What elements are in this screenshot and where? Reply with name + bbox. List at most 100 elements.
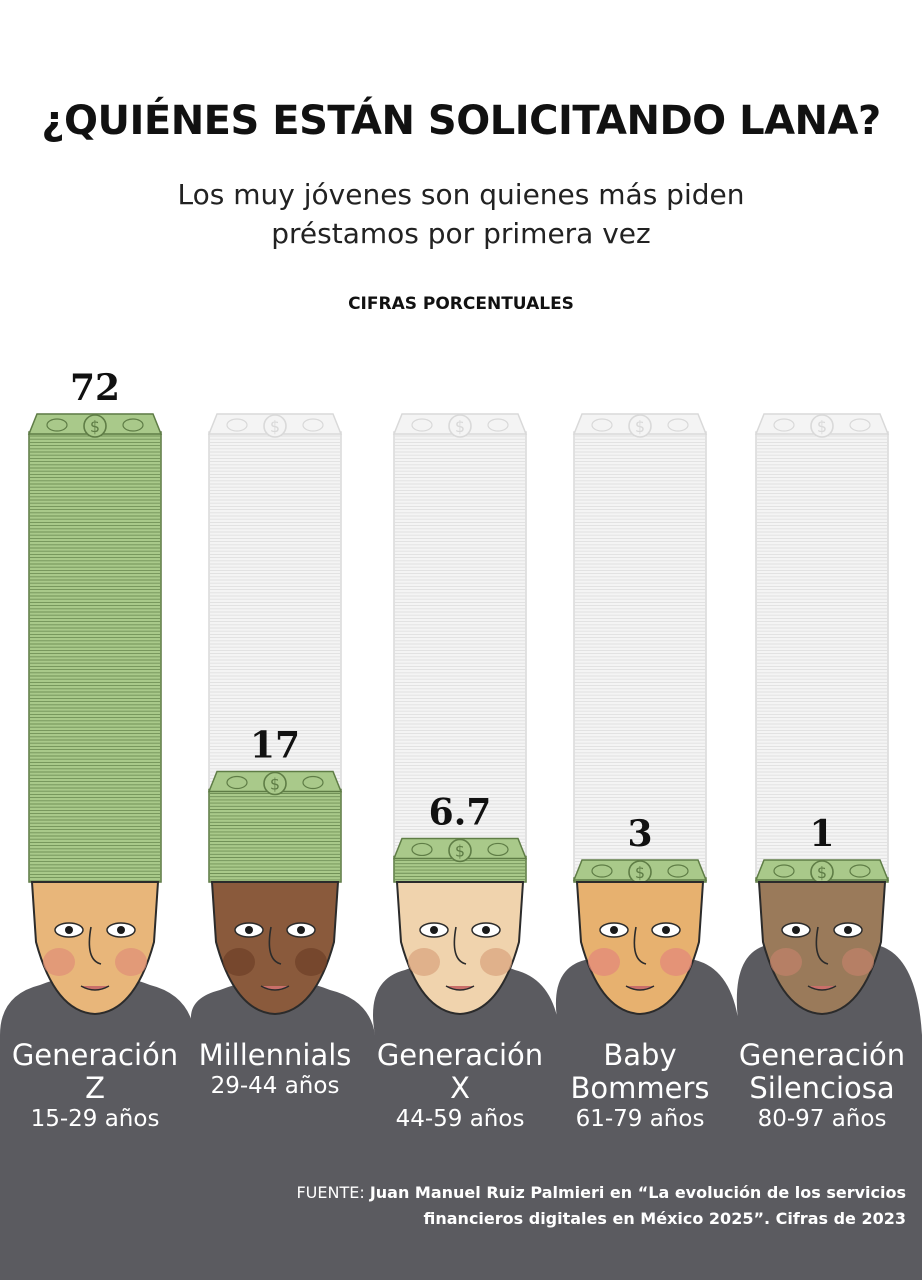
face-cheek xyxy=(588,948,620,976)
category-age: 29-44 años xyxy=(211,1073,340,1099)
face-cheek xyxy=(115,948,147,976)
bill-ornament xyxy=(591,418,613,432)
ghost-stack: $ xyxy=(392,413,528,883)
money-stack: $ xyxy=(392,837,528,883)
category-name: Generación xyxy=(377,1038,543,1072)
bill-ornament xyxy=(591,864,613,878)
face-pupil xyxy=(297,926,305,934)
value-label: 72 xyxy=(70,367,120,409)
money-stack: $ xyxy=(27,413,163,883)
category-age: 61-79 años xyxy=(576,1106,705,1132)
value-label: 6.7 xyxy=(429,791,492,833)
face-mouth xyxy=(260,985,290,991)
dollar-sign: $ xyxy=(455,841,465,860)
face-mouth xyxy=(80,985,110,991)
face-cheek xyxy=(295,948,327,976)
face-nose xyxy=(633,926,647,965)
face-pupil xyxy=(65,926,73,934)
ghost-stack: $ xyxy=(754,413,890,883)
dollar-sign: $ xyxy=(817,863,827,882)
face-cheek xyxy=(660,948,692,976)
dollar-sign: $ xyxy=(270,775,280,794)
bill-seal xyxy=(448,414,472,438)
dollar-sign: $ xyxy=(270,417,280,436)
face-cheek xyxy=(43,948,75,976)
face-cheek xyxy=(842,948,874,976)
bill-seal xyxy=(83,414,107,438)
face-head xyxy=(395,881,525,1016)
stack-body xyxy=(208,788,342,883)
money-stack: $ xyxy=(207,770,343,883)
face-cheek xyxy=(770,948,802,976)
face-pupil xyxy=(610,926,618,934)
face-pupil xyxy=(245,926,253,934)
units-label: CIFRAS PORCENTUALES xyxy=(348,294,574,314)
dollar-sign: $ xyxy=(455,417,465,436)
bill-seal xyxy=(448,838,472,863)
bill-seal xyxy=(263,771,287,796)
money-stack: $ xyxy=(572,859,708,884)
category-name: Millennials xyxy=(199,1038,352,1072)
ghost-stack: $ xyxy=(572,413,708,883)
face-mouth xyxy=(445,985,475,991)
face-pupil xyxy=(117,926,125,934)
face-mouth xyxy=(625,985,655,991)
bill-seal xyxy=(263,414,287,438)
bill-ornament xyxy=(773,864,795,878)
bill-ornament xyxy=(226,418,248,432)
chart-title: ¿QUIÉNES ESTÁN SOLICITANDO LANA? xyxy=(41,98,881,144)
value-labels: 72 17 6.7 3 1 xyxy=(70,367,835,855)
face-pupil xyxy=(844,926,852,934)
face xyxy=(30,881,160,1016)
bill-ornament xyxy=(667,418,689,432)
source-text: Juan Manuel Ruiz Palmieri en “La evoluci… xyxy=(369,1183,906,1228)
face-cheek xyxy=(223,948,255,976)
face-cheek xyxy=(408,948,440,976)
face xyxy=(757,881,887,1016)
face-pupil xyxy=(662,926,670,934)
face-nose xyxy=(815,926,829,965)
category-name: Baby xyxy=(603,1038,676,1072)
bill-ornament xyxy=(487,418,509,432)
bill-ornament xyxy=(849,418,871,432)
face-cheek xyxy=(480,948,512,976)
face-head xyxy=(757,881,887,1016)
value-label: 17 xyxy=(250,725,300,767)
category-age: 80-97 años xyxy=(758,1106,887,1132)
face-nose xyxy=(453,926,467,965)
bill-ornament xyxy=(122,418,144,432)
bill-ornament xyxy=(411,842,433,857)
face-pupil xyxy=(482,926,490,934)
face xyxy=(575,881,705,1016)
ground-base xyxy=(0,1035,922,1280)
bill-ornament xyxy=(302,775,324,790)
category-name: Generación xyxy=(12,1038,178,1072)
category-age: 15-29 años xyxy=(31,1106,160,1132)
category-name: Bommers xyxy=(570,1071,709,1105)
bill-ornament xyxy=(411,418,433,432)
face-head xyxy=(30,881,160,1016)
face-pupil xyxy=(430,926,438,934)
dollar-sign: $ xyxy=(90,417,100,436)
face-head xyxy=(210,881,340,1016)
bill-seal xyxy=(810,414,834,438)
money-stacks: $$$$$$$$$$ xyxy=(27,413,890,884)
bill-ornament xyxy=(46,418,68,432)
category-age: 44-59 años xyxy=(396,1106,525,1132)
face-head xyxy=(575,881,705,1016)
bill-ornament xyxy=(302,418,324,432)
source-label: FUENTE: xyxy=(296,1183,365,1202)
bill-ornament xyxy=(849,864,871,878)
bill-ornament xyxy=(226,775,248,790)
dollar-sign: $ xyxy=(635,417,645,436)
value-label: 1 xyxy=(809,813,834,855)
face-mouth xyxy=(807,985,837,991)
faces xyxy=(30,881,887,1016)
value-label: 3 xyxy=(627,813,652,855)
money-stack: $ xyxy=(754,859,890,884)
source-note: FUENTE: Juan Manuel Ruiz Palmieri en “La… xyxy=(266,1180,906,1232)
face xyxy=(395,881,525,1016)
dollar-sign: $ xyxy=(817,417,827,436)
